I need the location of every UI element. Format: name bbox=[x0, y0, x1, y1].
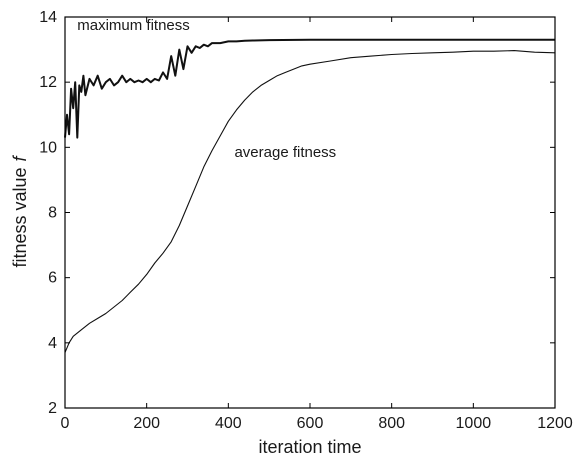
annotations: maximum fitness average fitness bbox=[77, 17, 336, 161]
y-tick-label: 6 bbox=[48, 270, 57, 287]
x-axis-title: iteration time bbox=[258, 437, 361, 457]
x-tick-label: 800 bbox=[378, 415, 405, 432]
y-axis-title: fitness value f bbox=[10, 154, 30, 267]
y-tick-label: 8 bbox=[48, 205, 57, 222]
y-axis-title-main: fitness value bbox=[10, 167, 30, 267]
series-layer bbox=[64, 38, 556, 353]
x-tick-label: 200 bbox=[133, 415, 160, 432]
y-tick-label: 10 bbox=[39, 139, 57, 156]
x-tick-label: 1000 bbox=[456, 415, 492, 432]
x-tick-label: 0 bbox=[61, 415, 70, 432]
y-axis: 2 4 6 8 10 12 14 bbox=[39, 9, 555, 417]
y-tick-label: 14 bbox=[39, 9, 57, 26]
y-tick-label: 2 bbox=[48, 400, 57, 417]
x-axis: 0 200 400 600 800 1000 1200 bbox=[61, 17, 573, 432]
y-axis-title-var: f bbox=[10, 154, 30, 161]
x-tick-label: 600 bbox=[297, 415, 324, 432]
x-tick-label: 1200 bbox=[537, 415, 573, 432]
annotation-label: average fitness bbox=[234, 144, 336, 161]
y-tick-label: 4 bbox=[48, 335, 57, 352]
x-tick-label: 400 bbox=[215, 415, 242, 432]
maximum-fitness-line bbox=[64, 38, 555, 139]
plot-area bbox=[65, 17, 555, 408]
annotation-label: maximum fitness bbox=[77, 17, 190, 34]
y-tick-label: 12 bbox=[39, 74, 57, 91]
average-fitness-line bbox=[64, 50, 556, 353]
